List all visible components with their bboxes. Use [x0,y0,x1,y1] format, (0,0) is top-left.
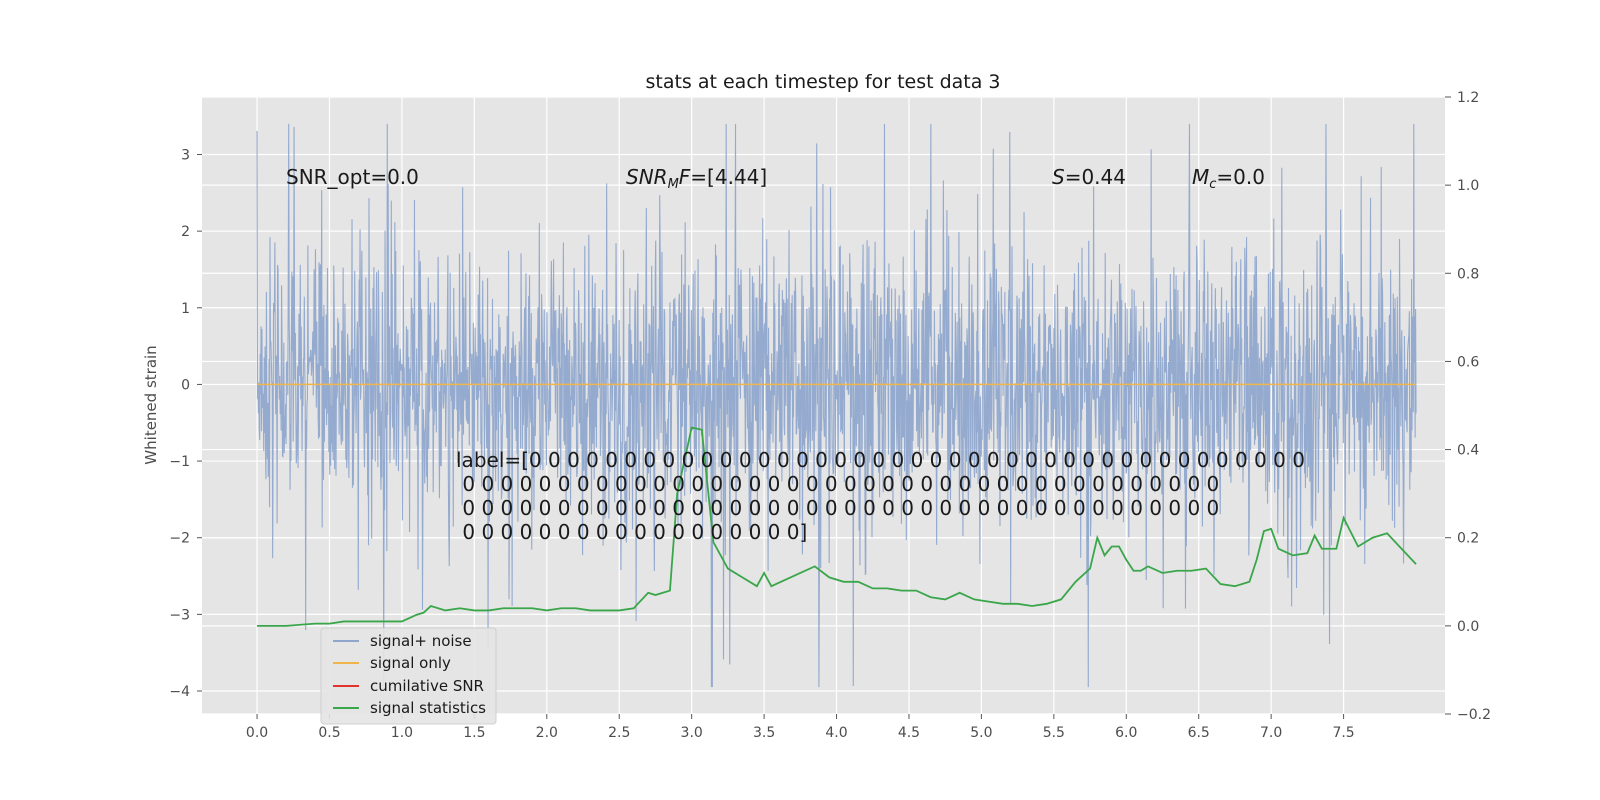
y-tick-label: −2 [169,531,190,547]
x-tick-label: 1.5 [463,725,485,741]
x-tick-label: 4.5 [898,725,920,741]
s-annotation: S=0.44 [1052,165,1126,189]
y-right-tick-label: 0.8 [1457,266,1479,282]
snr-mf-annotation: SNRMF=[4.44] [626,165,767,192]
y-tick-label: 1 [181,301,190,317]
legend-label-signal-only: signal only [370,654,451,672]
series-lines [257,383,1417,627]
y-right-tick-label: −0.2 [1457,707,1491,723]
label-annotation: label=[0 0 0 0 0 0 0 0 0 0 0 0 0 0 0 0 0… [456,448,1305,544]
x-tick-label: 2.5 [608,725,630,741]
x-tick-label: 3.5 [753,725,775,741]
x-tick-label: 2.0 [536,725,558,741]
legend-label-signal-plus-noise: signal+ noise [370,632,472,650]
annotations: SNR_opt=0.0 SNRMF=[4.44] S=0.44 Mc=0.0 l… [286,165,1305,544]
legend-label-signal-statistics: signal statistics [370,699,486,717]
y-tick-label: 2 [181,224,190,240]
x-tick-label: 0.5 [318,725,340,741]
signal-statistics-line [257,426,1417,627]
y-tick-label: −1 [169,454,190,470]
y-tick-label: 0 [181,377,190,393]
x-tick-label: 7.0 [1260,725,1282,741]
x-tick-label: 6.5 [1188,725,1210,741]
y-axis-label: Whitened strain [142,345,160,464]
mc-annotation: Mc=0.0 [1192,165,1265,192]
y-tick-label: −4 [169,684,190,700]
x-tick-label: 5.0 [970,725,992,741]
y-right-tick-label: 0.2 [1457,531,1479,547]
axis-ticks: 0.0 0.5 1.0 1.5 2.0 2.5 3.0 3.5 4.0 4.5 5.0 5.5 6.0 6… [169,90,1491,741]
x-tick-label: 5.5 [1043,725,1065,741]
chart-title: stats at each timestep for test data 3 [645,71,1000,93]
x-tick-label: 4.0 [825,725,847,741]
x-tick-label: 1.0 [391,725,413,741]
snr-opt-annotation: SNR_opt=0.0 [286,165,419,189]
x-tick-label: 7.5 [1332,725,1354,741]
x-tick-label: 6.0 [1115,725,1137,741]
y-right-tick-label: 0.4 [1457,443,1479,459]
legend-label-cumilative-snr: cumilative SNR [370,677,484,695]
y-right-tick-label: 0.6 [1457,354,1479,370]
y-right-tick-label: 0.0 [1457,619,1479,635]
legend: signal+ noise signal only cumilative SNR… [320,627,497,725]
y-tick-label: −3 [169,607,190,623]
y-tick-label: 3 [181,147,190,163]
x-tick-label: 3.0 [681,725,703,741]
x-tick-label: 0.0 [246,725,268,741]
y-right-tick-label: 1.2 [1457,90,1479,106]
y-right-tick-label: 1.0 [1457,178,1479,194]
signal-plus-noise-series [256,123,1417,688]
signal-plus-noise-line [256,123,1417,688]
legend-box [320,627,497,725]
